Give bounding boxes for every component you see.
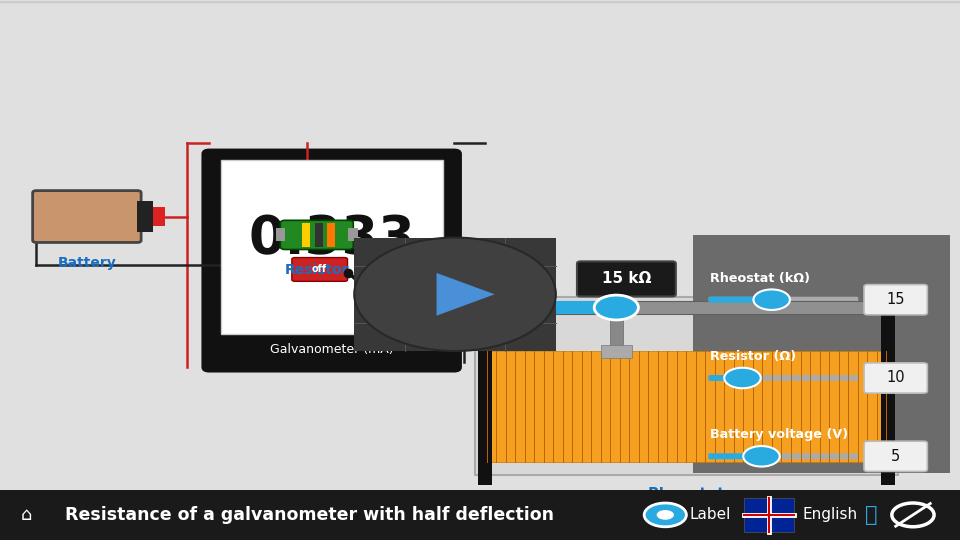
Bar (610, 314, 623, 351)
Circle shape (644, 503, 686, 527)
FancyBboxPatch shape (708, 297, 858, 302)
Circle shape (354, 238, 556, 351)
Bar (487, 351, 886, 462)
Bar (881, 293, 895, 485)
Text: 10: 10 (886, 370, 905, 386)
Text: Label: Label (689, 508, 731, 522)
Bar (153, 207, 165, 226)
Text: Resistor (Ω): Resistor (Ω) (710, 350, 797, 363)
Text: Galvanometer (mA): Galvanometer (mA) (270, 343, 394, 356)
FancyBboxPatch shape (864, 285, 927, 315)
Text: Resistor: Resistor (284, 263, 349, 277)
Text: Battery: Battery (58, 256, 116, 270)
Bar (693, 235, 950, 472)
Bar (137, 201, 153, 232)
Bar (0, 490, 960, 540)
Circle shape (594, 295, 638, 320)
FancyBboxPatch shape (33, 191, 141, 242)
Bar (327, 223, 335, 247)
Text: 15 kΩ: 15 kΩ (602, 272, 651, 286)
FancyBboxPatch shape (708, 453, 858, 459)
FancyBboxPatch shape (708, 297, 774, 302)
Text: ⌂: ⌂ (20, 506, 32, 524)
FancyBboxPatch shape (292, 258, 348, 281)
Text: 5: 5 (891, 449, 900, 464)
Bar (744, 498, 794, 532)
Circle shape (743, 446, 780, 467)
Text: Resistance of a galvanometer with half deflection: Resistance of a galvanometer with half d… (65, 506, 554, 524)
FancyBboxPatch shape (708, 375, 744, 381)
Bar (478, 293, 492, 485)
Circle shape (657, 510, 674, 519)
Bar (487, 301, 616, 314)
FancyBboxPatch shape (864, 363, 927, 393)
Text: off: off (312, 265, 327, 274)
Bar (354, 238, 556, 351)
FancyBboxPatch shape (708, 453, 763, 459)
Bar (475, 297, 898, 475)
Text: Rheostat (kΩ): Rheostat (kΩ) (710, 272, 810, 285)
FancyBboxPatch shape (577, 261, 676, 296)
Circle shape (724, 368, 760, 388)
Text: 15: 15 (886, 292, 905, 307)
Text: Rheostat: Rheostat (648, 487, 725, 502)
FancyBboxPatch shape (864, 441, 927, 471)
Bar (221, 160, 443, 334)
Bar (348, 228, 358, 241)
Text: 0.333: 0.333 (249, 213, 415, 265)
Polygon shape (437, 273, 494, 316)
Bar (302, 223, 310, 247)
Text: English: English (803, 508, 857, 522)
Bar (487, 301, 886, 314)
Bar (601, 345, 632, 357)
Bar (276, 228, 285, 241)
Bar (315, 223, 323, 247)
FancyBboxPatch shape (280, 220, 353, 249)
Text: Battery voltage (V): Battery voltage (V) (710, 428, 849, 441)
FancyBboxPatch shape (204, 151, 460, 370)
Text: ⛶: ⛶ (865, 505, 878, 525)
Circle shape (754, 289, 790, 310)
FancyBboxPatch shape (708, 375, 858, 381)
